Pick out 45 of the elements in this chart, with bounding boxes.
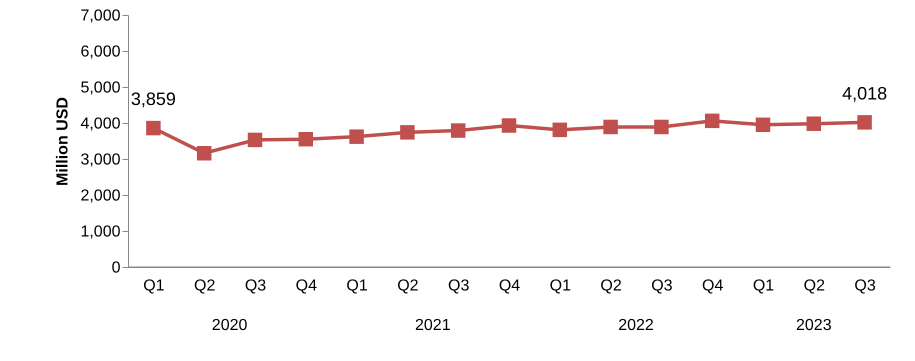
point	[248, 132, 262, 148]
x-tick-label: Q1	[346, 278, 368, 294]
data-label: 3,859	[130, 89, 176, 110]
point	[349, 129, 364, 144]
point	[552, 122, 568, 138]
x-tick-label: Q3	[244, 278, 266, 294]
x-tick-label: Q2	[804, 278, 826, 294]
point	[603, 120, 618, 134]
x-tick-label: Q3	[651, 278, 673, 294]
y-tick-label: 1,000	[80, 224, 121, 240]
x-tick-label: Q2	[397, 278, 419, 294]
x-tick-label: Q4	[498, 278, 520, 294]
x-tick-label: Q3	[854, 278, 876, 294]
y-tick-label: 3,000	[80, 152, 121, 168]
text: 2023	[796, 317, 832, 334]
x-tick-label: Q2	[600, 278, 622, 294]
point	[298, 132, 314, 146]
point	[196, 146, 212, 160]
x-tick-label: Q1	[752, 278, 774, 294]
point	[400, 125, 415, 140]
y-tick-label: 0	[112, 260, 121, 276]
point	[756, 118, 770, 132]
x-tick-label: Q4	[296, 278, 318, 294]
y-tick-label: 2,000	[80, 188, 121, 204]
x-tick-label: Q4	[702, 278, 724, 294]
x-tick-label: Q3	[448, 278, 470, 294]
y-tick-label: 4,000	[80, 116, 121, 132]
text: 2020	[212, 317, 248, 334]
x-tick-label: Q2	[194, 278, 216, 294]
x-tick-label: Q1	[143, 278, 165, 294]
point	[654, 120, 669, 134]
y-tick-label: 7,000	[80, 8, 121, 24]
point	[146, 120, 161, 136]
y-axis-title: Million USD	[54, 97, 72, 186]
point	[806, 116, 822, 131]
x-tick-label: Q1	[550, 278, 572, 294]
text: 2022	[618, 317, 654, 334]
point	[857, 115, 872, 130]
point	[502, 118, 516, 133]
y-tick-label: 6,000	[80, 44, 121, 60]
text: 2021	[415, 317, 451, 334]
point	[704, 114, 720, 128]
data-label: 4,018	[842, 83, 888, 104]
point	[450, 123, 466, 138]
y-tick-label: 5,000	[80, 80, 121, 96]
